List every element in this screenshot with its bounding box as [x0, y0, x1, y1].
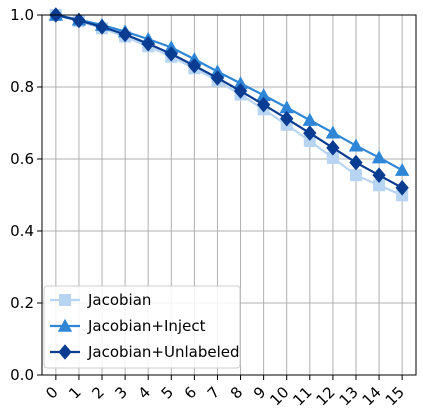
data-point: [256, 88, 271, 102]
data-point: [280, 110, 294, 127]
y-tick-label: 0.6: [10, 150, 34, 168]
x-tick-label: 8: [227, 383, 246, 402]
y-axis: 0.0 0.2 0.4 0.6 0.8 1.0: [10, 6, 42, 384]
data-point: [233, 83, 248, 99]
x-tick-label: 6: [181, 383, 200, 402]
data-point: [233, 76, 248, 90]
data-point: [372, 167, 386, 183]
series-line: [55, 13, 403, 197]
plot-frame: [41, 14, 417, 376]
data-point: [394, 162, 410, 176]
legend: Jacobian Jacobian+Inject Jacobian+Unlabele…: [43, 285, 241, 369]
legend-item: Jacobian+Inject: [50, 317, 206, 335]
data-point: [325, 125, 341, 139]
series-group: [48, 7, 410, 202]
legend-marker: [57, 318, 73, 332]
x-tick-label: 5: [158, 383, 177, 402]
data-point: [279, 100, 294, 114]
data-point: [164, 46, 178, 62]
y-tick-label: 0.8: [10, 78, 34, 96]
y-tick-label: 0.4: [10, 222, 34, 240]
legend-label: Jacobian+Inject: [87, 317, 206, 335]
data-point: [348, 138, 364, 152]
legend-label: Jacobian+Unlabeled: [87, 343, 240, 361]
x-tick-label: 0: [42, 383, 61, 402]
data-point: [303, 125, 317, 141]
y-tick-label: 1.0: [10, 6, 34, 24]
series-jacobian: [49, 9, 409, 202]
series-line: [55, 13, 403, 172]
x-tick-label: 2: [88, 383, 107, 402]
x-tick-label: 4: [135, 383, 154, 402]
data-point: [95, 19, 109, 35]
legend-marker: [58, 344, 72, 360]
data-point: [349, 169, 362, 182]
x-tick-label: 9: [250, 383, 269, 402]
data-point: [371, 150, 387, 164]
series-jacobian-unlabeled: [49, 7, 409, 196]
x-tick-label: 15: [382, 383, 408, 409]
data-point: [303, 135, 316, 147]
series-line: [55, 13, 403, 189]
data-point: [187, 57, 202, 74]
data-point: [326, 140, 340, 156]
x-tick-label: 1: [65, 383, 84, 402]
legend-marker: [59, 294, 71, 306]
x-tick-label: 3: [111, 383, 130, 402]
data-point: [395, 180, 409, 196]
legend-box: [43, 285, 241, 369]
data-point: [210, 70, 225, 86]
data-point: [256, 96, 271, 113]
data-point: [302, 112, 318, 126]
x-tick-label: 7: [204, 383, 223, 402]
data-point: [141, 36, 155, 52]
data-point: [72, 12, 86, 29]
data-point: [373, 179, 386, 192]
legend-item: Jacobian: [50, 291, 151, 309]
data-point: [326, 151, 339, 164]
data-point: [349, 154, 363, 171]
data-point: [118, 26, 132, 43]
y-tick-label: 0.2: [10, 294, 34, 312]
legend-label: Jacobian: [87, 291, 151, 309]
y-tick-label: 0.0: [10, 366, 34, 384]
legend-item: Jacobian+Unlabeled: [50, 343, 240, 361]
